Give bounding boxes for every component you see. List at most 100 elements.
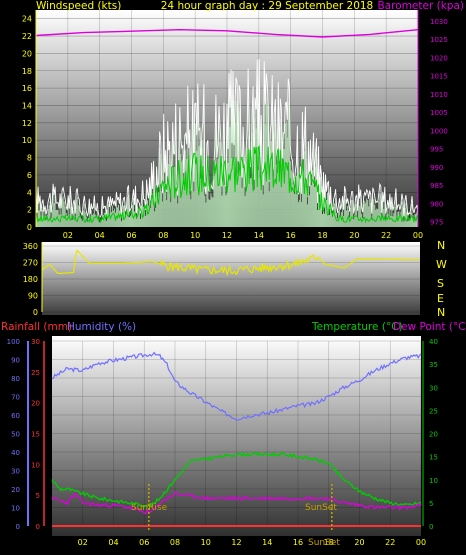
humidity-tick-label: 0 (16, 523, 20, 531)
wind-ytick-label: 6 (27, 171, 32, 180)
temp-tick-label: 0 (429, 523, 433, 531)
rain-tick-label: 20 (31, 400, 40, 408)
barometer-tick-label: 1005 (430, 109, 448, 117)
compass-w: W (436, 258, 447, 271)
wind-xtick-label: 14 (254, 231, 264, 240)
temp-xtick-label: 06 (139, 538, 149, 547)
barometer-tick-label: 1020 (430, 54, 448, 62)
wind-xtick-label: 00 (413, 231, 423, 240)
wind-xtick-label: 16 (286, 231, 296, 240)
temp-xtick-label: 02 (78, 538, 88, 547)
wind-ytick-label: 8 (27, 154, 32, 163)
temp-tick-label: 10 (429, 477, 438, 485)
wind-xtick-label: 04 (95, 231, 105, 240)
wind-xtick-label: 08 (158, 231, 168, 240)
dewpoint-label: Dew Point (°C) (393, 321, 466, 333)
windspeed-label: Windspeed (kts) (36, 0, 121, 12)
temp-xtick-label: 12 (231, 538, 241, 547)
humidity-tick-label: 50 (11, 431, 20, 439)
temp-tick-label: 25 (429, 407, 438, 415)
temp-xtick-label: 10 (201, 538, 211, 547)
barometer-tick-label: 1025 (430, 36, 448, 44)
temp-tick-label: 15 (429, 454, 438, 462)
direction-ytick-label: 270 (23, 259, 38, 268)
wind-xtick-label: 20 (349, 231, 359, 240)
temp-xtick-label: 04 (108, 538, 118, 547)
barometer-tick-label: 995 (430, 146, 443, 154)
humidity-tick-label: 90 (11, 357, 20, 365)
humidity-tick-label: 80 (11, 375, 20, 383)
direction-panel-bg (42, 242, 420, 315)
chart-title: 24 hour graph day : 29 September 2018 (161, 0, 373, 12)
humidity-line (51, 351, 422, 421)
barometer-line (35, 28, 419, 38)
wind-ytick-label: 0 (27, 223, 32, 232)
barometer-tick-label: 980 (430, 200, 443, 208)
barometer-tick-label: 1015 (430, 73, 448, 81)
barometer-label: Barometer (kpa) (378, 0, 464, 12)
rain-tick-label: 0 (36, 523, 40, 531)
wind-ytick-label: 20 (22, 49, 32, 58)
wind-ytick-label: 18 (22, 67, 32, 76)
sunset-axis-label: SunSet (308, 538, 340, 548)
wind-ytick-label: 12 (22, 119, 32, 128)
temp-tick-label: 40 (429, 338, 438, 346)
wind-xtick-label: 18 (317, 231, 327, 240)
sunset-label: SunSet (305, 503, 337, 513)
temp-tick-label: 30 (429, 384, 438, 392)
humidity-tick-label: 70 (11, 394, 20, 402)
humidity-tick-label: 60 (11, 412, 20, 420)
wind-xtick-label: 02 (63, 231, 73, 240)
temp-panel-bg (52, 336, 421, 536)
humidity-tick-label: 30 (11, 468, 20, 476)
humidity-tick-label: 10 (11, 505, 20, 513)
humidity-tick-label: 20 (11, 486, 20, 494)
rainfall-label: Rainfall (mm) (1, 321, 72, 333)
temp-xtick-label: 00 (416, 538, 426, 547)
compass-n-bottom: N (437, 306, 445, 319)
humidity-tick-label: 100 (7, 338, 20, 346)
rain-tick-label: 30 (31, 338, 40, 346)
humidity-tick-label: 40 (11, 449, 20, 457)
wind-xtick-label: 12 (222, 231, 232, 240)
wind-ytick-label: 10 (22, 136, 32, 145)
barometer-tick-label: 1010 (430, 91, 448, 99)
wind-ytick-label: 22 (22, 32, 32, 41)
temp-xtick-label: 14 (262, 538, 272, 547)
temperature-line (51, 451, 422, 508)
rain-tick-label: 25 (31, 369, 40, 377)
temp-xtick-label: 16 (293, 538, 303, 547)
temperature-label: Temperature (°C) (311, 321, 403, 333)
wind-average-line (35, 144, 419, 224)
wind-ytick-label: 24 (22, 15, 32, 24)
rain-tick-label: 5 (36, 492, 40, 500)
compass-s: S (437, 277, 444, 290)
temp-xtick-label: 08 (170, 538, 180, 547)
wind-ytick-label: 14 (22, 101, 32, 110)
temp-xtick-label: 22 (385, 538, 395, 547)
compass-n-top: N (437, 239, 445, 252)
compass-e: E (437, 292, 444, 305)
barometer-tick-label: 990 (430, 164, 443, 172)
rain-tick-label: 10 (31, 461, 40, 469)
wind-ytick-label: 2 (27, 206, 32, 215)
direction-ytick-label: 0 (33, 308, 38, 317)
barometer-tick-label: 1030 (430, 18, 448, 26)
temp-xtick-label: 18 (324, 538, 334, 547)
direction-line (41, 249, 421, 277)
barometer-tick-label: 985 (430, 182, 443, 190)
temp-tick-label: 35 (429, 361, 438, 369)
wind-xtick-label: 06 (126, 231, 136, 240)
dewpoint-line (51, 491, 422, 515)
wind-ytick-label: 16 (22, 84, 32, 93)
direction-ytick-label: 90 (28, 292, 38, 301)
direction-ytick-label: 180 (23, 275, 38, 284)
rain-tick-label: 15 (31, 431, 40, 439)
wind-xtick-label: 10 (190, 231, 200, 240)
direction-ytick-label: 360 (23, 242, 38, 251)
wind-ytick-label: 4 (27, 188, 32, 197)
barometer-tick-label: 1000 (430, 127, 448, 135)
wind-xtick-label: 22 (381, 231, 391, 240)
